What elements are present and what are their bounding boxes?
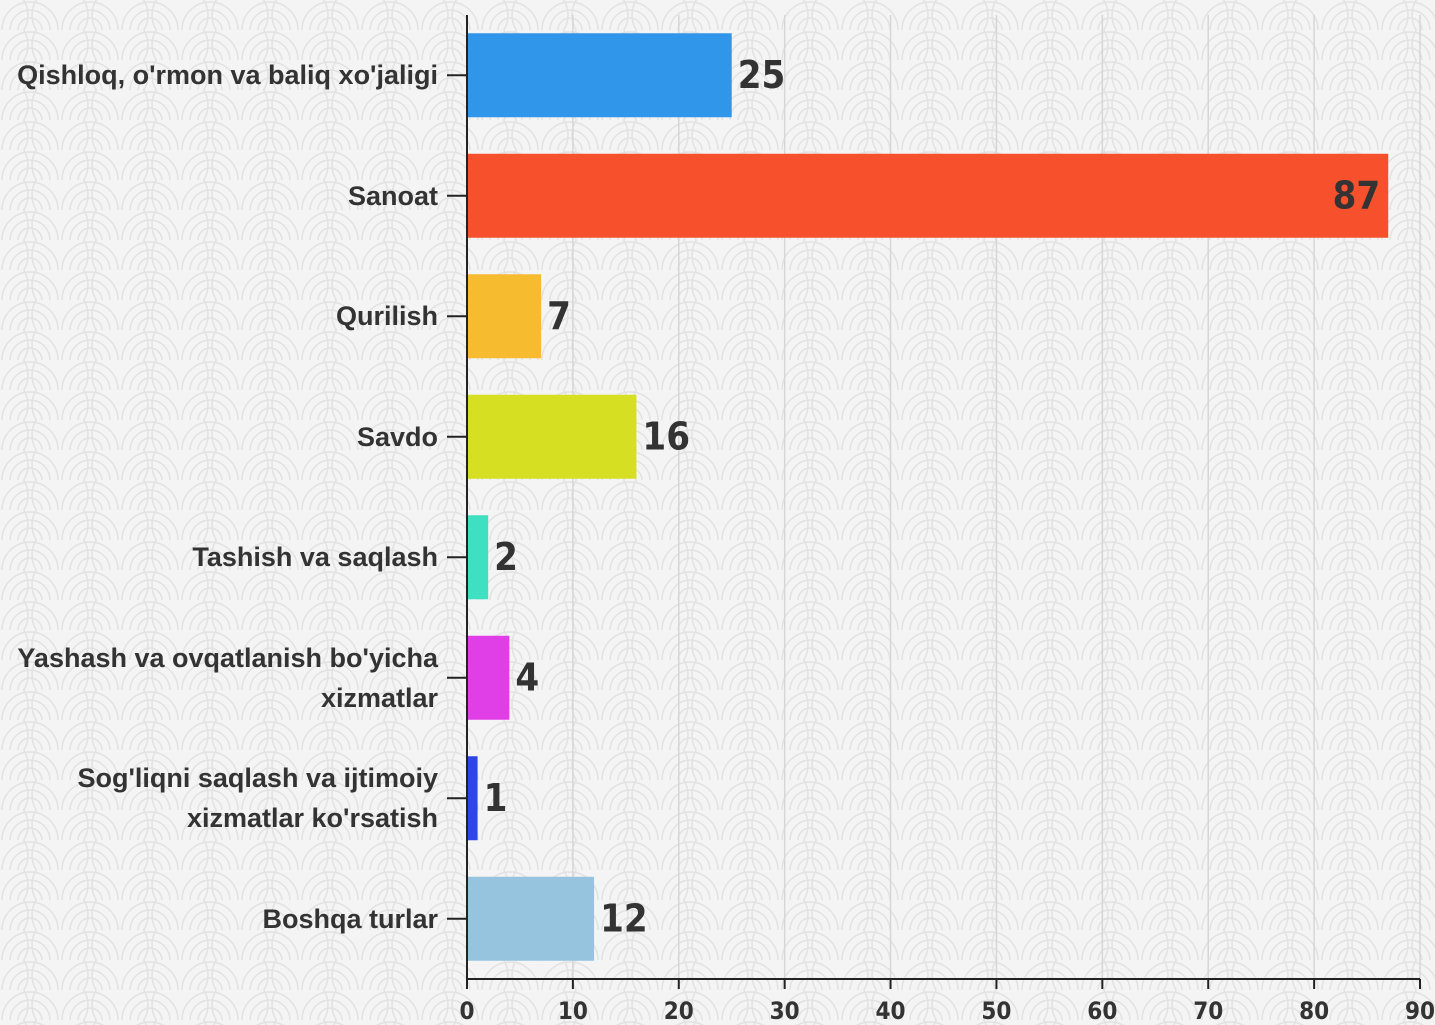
value-label: 1 (484, 776, 508, 820)
value-label: 7 (547, 294, 571, 338)
x-tick-label: 20 (664, 997, 694, 1025)
x-tick-label: 60 (1087, 997, 1117, 1025)
bar (467, 153, 1389, 238)
value-label: 2 (494, 535, 518, 579)
x-tick-label: 30 (770, 997, 800, 1025)
bar (467, 515, 489, 600)
bar (467, 756, 478, 841)
y-tick-label: Tashish va saqlash (192, 542, 438, 573)
x-tick-label: 0 (459, 997, 474, 1025)
y-tick-label: Boshqa turlar (262, 903, 438, 934)
y-tick-label: Sog'liqni saqlash va ijtimoiy xizmatlar … (77, 763, 438, 834)
y-tick-label: Savdo (356, 421, 438, 452)
value-label: 4 (515, 655, 539, 699)
x-tick-label: 40 (876, 997, 906, 1025)
bar (467, 394, 637, 479)
value-label: 12 (600, 896, 648, 940)
bar (467, 635, 510, 720)
bar (467, 33, 732, 118)
y-tick-label: Qishloq, o'rmon va baliq xo'jaligi (17, 60, 438, 91)
x-tick-label: 80 (1299, 997, 1329, 1025)
bar (467, 274, 542, 359)
y-tick-label: Sanoat (347, 180, 438, 211)
x-tick-label: 90 (1405, 997, 1435, 1025)
x-tick-label: 70 (1193, 997, 1223, 1025)
x-tick-label: 10 (558, 997, 588, 1025)
value-label: 87 (1333, 173, 1381, 217)
value-label: 16 (642, 414, 690, 458)
value-label: 25 (738, 53, 786, 97)
bar (467, 876, 595, 961)
x-tick-label: 50 (981, 997, 1011, 1025)
y-tick-label: Qurilish (335, 301, 438, 332)
y-tick-label: Yashash va ovqatlanish bo'yicha xizmatla… (17, 642, 438, 713)
